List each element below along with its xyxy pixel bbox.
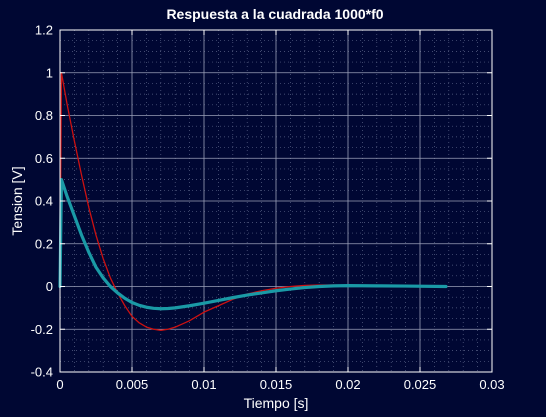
- y-tick-label: 0.4: [35, 194, 53, 209]
- x-tick-label: 0.01: [191, 377, 216, 392]
- y-tick-label: 0.8: [35, 108, 53, 123]
- y-axis-ticks: -0.4 -0.2 0 0.2 0.4 0.6 0.8 1 1.2: [31, 23, 492, 380]
- x-tick-label: 0.025: [404, 377, 437, 392]
- y-tick-label: 1.2: [35, 23, 53, 38]
- x-tick-label: 0.015: [260, 377, 293, 392]
- y-tick-label: 1: [46, 65, 53, 80]
- y-tick-label: 0: [46, 279, 53, 294]
- y-tick-label: 0.6: [35, 151, 53, 166]
- x-axis-label: Tiempo [s]: [244, 395, 309, 411]
- x-tick-label: 0.005: [116, 377, 149, 392]
- y-tick-label: -0.2: [31, 322, 53, 337]
- y-tick-label: 0.2: [35, 236, 53, 251]
- series-layer: [58, 72, 448, 331]
- plot-area: [58, 29, 493, 373]
- x-tick-label: 0.02: [335, 377, 360, 392]
- series-line-1: [59, 72, 371, 331]
- x-axis-ticks: 0 0.005 0.01 0.015 0.02 0.025 0.03: [56, 30, 505, 392]
- chart-title: Respuesta a la cuadrada 1000*f0: [166, 6, 383, 22]
- y-tick-label: -0.4: [31, 365, 53, 380]
- series-line-2: [58, 178, 448, 311]
- x-tick-label: 0.03: [479, 377, 504, 392]
- y-axis-label: Tension [V]: [9, 166, 25, 235]
- x-tick-label: 0: [56, 377, 63, 392]
